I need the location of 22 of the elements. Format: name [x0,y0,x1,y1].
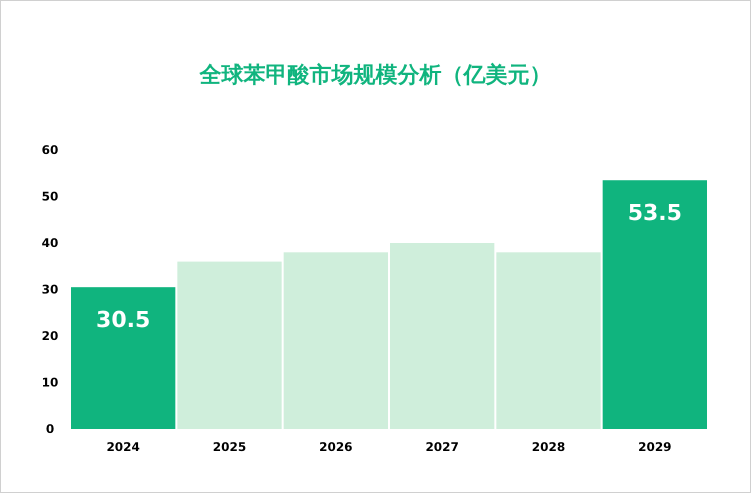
data-label: 53.5 [628,201,682,226]
bar [602,180,707,429]
y-tick-label: 0 [46,422,54,436]
y-tick-label: 10 [42,376,58,390]
x-tick-label: 2029 [638,440,672,454]
x-tick-label: 2026 [319,440,353,454]
y-tick-label: 60 [42,143,58,157]
y-tick-label: 30 [42,282,58,296]
y-tick-label: 50 [42,190,58,204]
x-tick-label: 2024 [106,440,140,454]
bar [496,252,601,429]
y-tick-label: 40 [42,236,58,250]
y-tick-label: 20 [42,329,58,343]
bar [390,243,494,429]
data-label: 30.5 [96,308,150,334]
bar [284,252,388,429]
bar [177,262,282,429]
chart-title: 全球苯甲酸市场规模分析（亿美元） [198,62,552,87]
x-tick-label: 2028 [532,440,566,454]
x-tick-label: 2025 [212,440,246,454]
bar [71,287,176,429]
x-tick-label: 2027 [425,440,459,454]
